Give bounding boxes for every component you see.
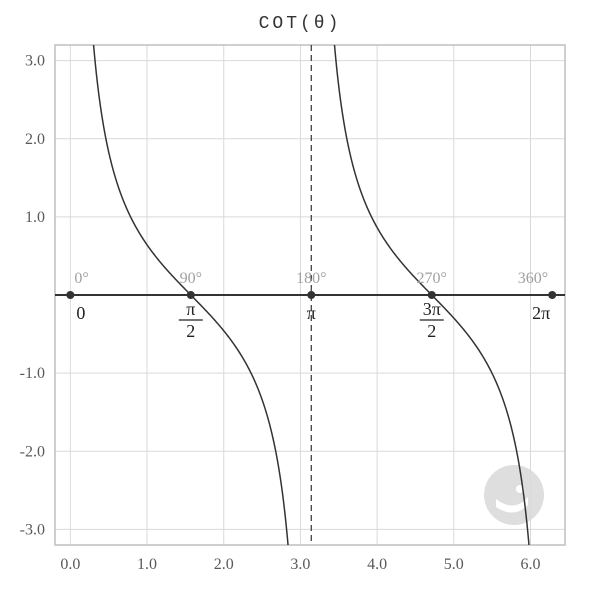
degree-label: 360° — [518, 270, 548, 287]
y-tick-label: 1.0 — [25, 209, 45, 226]
x-tick-label: 6.0 — [520, 556, 540, 573]
pi-label-den: 2 — [427, 321, 436, 341]
y-tick-label: -3.0 — [20, 521, 45, 538]
x-tick-label: 4.0 — [367, 556, 387, 573]
pi-label-den: 2 — [186, 321, 195, 341]
y-tick-label: 3.0 — [25, 53, 45, 70]
y-tick-label: 2.0 — [25, 131, 45, 148]
degree-label: 180° — [296, 270, 326, 287]
pi-label: 0 — [76, 303, 85, 323]
axis-dot — [66, 291, 74, 299]
x-tick-label: 0.0 — [60, 556, 80, 573]
axis-dot — [307, 291, 315, 299]
pi-label-num: 3π — [423, 299, 441, 319]
x-tick-label: 2.0 — [214, 556, 234, 573]
axis-dot — [428, 291, 436, 299]
x-tick-label: 3.0 — [290, 556, 310, 573]
degree-label: 0° — [74, 270, 88, 287]
y-tick-label: -1.0 — [20, 365, 45, 382]
axis-dot — [548, 291, 556, 299]
x-tick-label: 5.0 — [444, 556, 464, 573]
pi-label: 2π — [532, 303, 550, 323]
degree-label: 90° — [180, 270, 202, 287]
pi-label: π — [307, 303, 316, 323]
y-tick-label: -2.0 — [20, 443, 45, 460]
degree-label: 270° — [417, 270, 447, 287]
pi-label-num: π — [186, 299, 195, 319]
chart-svg: 0°090°π2180°π270°3π2360°2π0.01.02.03.04.… — [0, 0, 600, 600]
watermark-icon — [484, 465, 544, 525]
x-tick-label: 1.0 — [137, 556, 157, 573]
axis-dot — [187, 291, 195, 299]
